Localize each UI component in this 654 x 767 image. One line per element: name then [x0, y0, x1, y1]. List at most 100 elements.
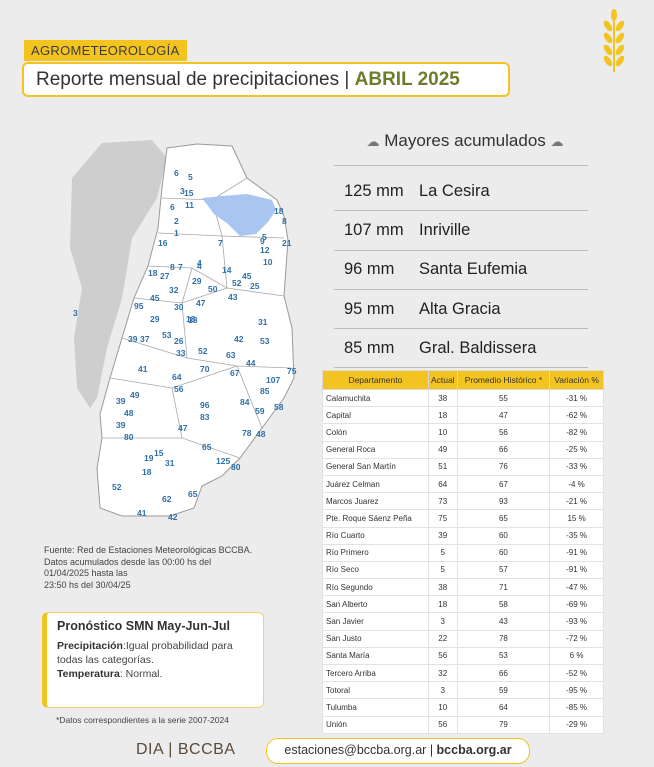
cell-department: Río Primero: [322, 543, 429, 562]
station-label: 16: [158, 238, 168, 248]
station-label: 95: [134, 301, 144, 311]
cell-historic: 76: [456, 457, 551, 476]
station-label: 65: [188, 489, 198, 499]
report-title: Reporte mensual de precipitaciones | ABR…: [22, 62, 510, 97]
station-label: 63: [226, 350, 236, 360]
station-label: 85: [260, 386, 270, 396]
cell-historic: 71: [456, 578, 551, 597]
website-link[interactable]: bccba.org.ar: [436, 743, 512, 757]
cell-department: San Javier: [322, 612, 429, 631]
cell-variation: -91 %: [549, 543, 604, 562]
data-source: Fuente: Red de Estaciones Meteorológicas…: [44, 545, 274, 591]
station-label: 9: [260, 236, 265, 246]
cell-historic: 43: [456, 612, 551, 631]
cell-department: Río Cuarto: [322, 526, 429, 545]
footer-contact: estaciones@bccba.org.ar | bccba.org.ar: [266, 738, 530, 764]
cell-actual: 18: [427, 406, 458, 425]
station-label: 80: [124, 432, 134, 442]
rank-location: La Cesira: [419, 181, 490, 200]
cell-variation: -69 %: [549, 595, 604, 614]
column-header-department[interactable]: Departamento: [322, 370, 429, 390]
rank-location: Alta Gracia: [419, 299, 501, 318]
station-label: 45: [242, 271, 252, 281]
footer-brand: DIA | BCCBA: [136, 741, 236, 758]
table-row: San Javier 3 43 -93 %: [322, 612, 604, 631]
station-label: 18: [274, 206, 284, 216]
rank-row: 85 mm Gral. Baldissera: [334, 329, 588, 369]
table-row: Capital 18 47 -62 %: [322, 406, 604, 425]
cell-historic: 60: [456, 543, 551, 562]
station-label: 52: [112, 482, 122, 492]
cell-historic: 67: [456, 474, 551, 494]
source-line: 23:50 hs del 30/04/25: [44, 579, 131, 590]
table-row: Tercero Arriba 32 66 -52 %: [322, 663, 604, 683]
station-label: 12: [260, 245, 270, 255]
station-label: 59: [255, 406, 265, 416]
station-label: 5: [262, 232, 267, 242]
station-label: 50: [208, 284, 218, 294]
column-header-historic: Promedio Histórico *: [456, 370, 551, 390]
precipitation-table: Departamento Actual Promedio Histórico * Va…: [322, 370, 604, 734]
station-label: 19: [144, 453, 154, 463]
contact-email[interactable]: estaciones@bccba.org.ar: [284, 743, 427, 757]
station-label: 25: [250, 281, 260, 291]
station-label: 53: [260, 336, 270, 346]
station-label: 10: [263, 257, 273, 267]
station-label: 8: [282, 216, 287, 226]
cell-variation: -33 %: [549, 457, 604, 476]
cell-historic: 65: [456, 509, 551, 528]
table-row: Totoral 3 59 -95 %: [322, 681, 604, 700]
cell-variation: -29 %: [549, 715, 604, 734]
station-label: 30: [174, 302, 184, 312]
station-label: 14: [222, 265, 232, 275]
station-label: 65: [202, 442, 212, 452]
station-label: 4: [197, 261, 202, 271]
station-label: 21: [282, 238, 292, 248]
station-label: 53: [162, 330, 172, 340]
station-label: 37: [140, 334, 150, 344]
cell-department: Tercero Arriba: [322, 663, 429, 683]
station-label: 42: [168, 512, 178, 522]
cell-historic: 93: [456, 492, 551, 511]
cell-department: Pte. Roque Sáenz Peña: [322, 509, 429, 528]
station-label: 96: [200, 400, 210, 410]
station-label: 125: [216, 456, 230, 466]
table-row: Río Primero 5 60 -91 %: [322, 543, 604, 562]
rain-cloud-icon: ☁: [550, 134, 564, 149]
cell-actual: 38: [427, 578, 458, 597]
rank-amount: 85 mm: [344, 338, 395, 357]
cell-variation: -95 %: [549, 681, 604, 700]
table-row: Río Segundo 38 71 -47 %: [322, 578, 604, 597]
cell-actual: 10: [427, 698, 458, 717]
source-line: Fuente: Red de Estaciones Meteorológicas…: [44, 545, 253, 555]
rank-row: 95 mm Alta Gracia: [334, 290, 588, 330]
rank-amount: 107 mm: [344, 220, 404, 239]
column-header-actual: Actual: [427, 370, 458, 390]
cell-historic: 56: [456, 423, 551, 442]
table-row: Unión 56 79 -29 %: [322, 715, 604, 734]
rank-amount: 96 mm: [344, 260, 395, 279]
title-separator: |: [339, 69, 355, 90]
top-rank-title: ☁ Mayores acumulados ☁: [350, 131, 580, 151]
cell-department: Juárez Celman: [322, 474, 429, 494]
source-line: 01/04/2025 hasta las: [44, 568, 128, 579]
station-label: 3: [180, 186, 185, 196]
cell-actual: 18: [427, 595, 458, 614]
station-label: 18: [148, 268, 158, 278]
cell-variation: 6 %: [549, 646, 604, 666]
cell-actual: 32: [427, 663, 458, 683]
cell-variation: -91 %: [549, 560, 604, 580]
station-label: 1: [174, 228, 179, 238]
station-label: 27: [160, 271, 170, 281]
cell-historic: 60: [456, 526, 551, 545]
cell-department: Río Segundo: [322, 578, 429, 597]
station-label: 7: [178, 262, 183, 272]
station-label: 64: [172, 372, 182, 382]
rank-location: Inriville: [419, 220, 471, 239]
cell-department: Capital: [322, 406, 429, 425]
cell-department: Tulumba: [322, 698, 429, 717]
table-header-row: Departamento Actual Promedio Histórico * Va…: [322, 370, 604, 390]
cell-variation: -82 %: [549, 423, 604, 442]
cell-actual: 3: [427, 612, 458, 631]
